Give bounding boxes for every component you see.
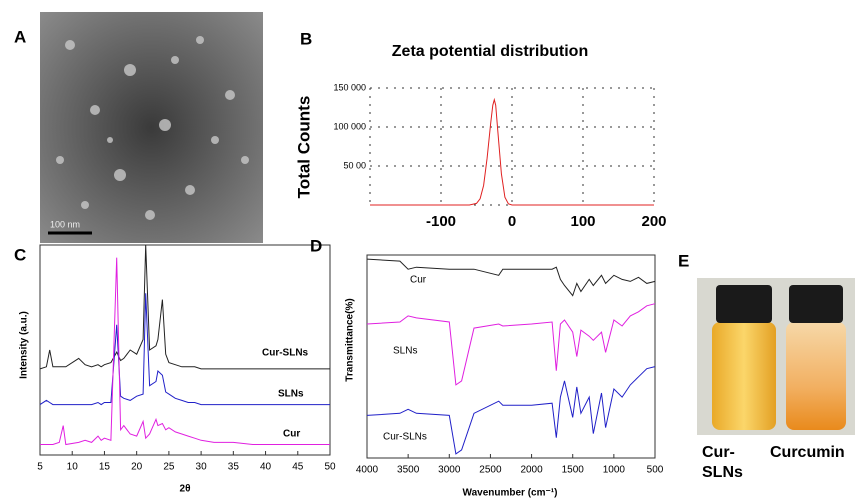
panel-label: A (14, 27, 26, 46)
series-label: SLNs (393, 346, 417, 357)
data-line (366, 303, 656, 386)
x-tick-label: -100 (426, 213, 456, 230)
panel-label: E (678, 251, 689, 270)
panel-label: B (300, 29, 312, 48)
x-tick-label: 3500 (397, 465, 420, 476)
data-line (370, 97, 654, 206)
x-tick-label: 3000 (438, 465, 461, 476)
y-tick-label: 150 000 (333, 82, 366, 92)
particles (56, 36, 249, 220)
series-label: SLNs (278, 389, 304, 400)
x-tick-label: 15 (99, 462, 111, 473)
vial-label: Cur-SLNs (702, 444, 743, 481)
series-label: Cur (410, 275, 427, 286)
series-label: Cur-SLNs (383, 432, 427, 443)
scale-bar-label: 100 nm (50, 219, 80, 229)
x-tick-label: 35 (228, 462, 240, 473)
y-tick-label: 100 000 (333, 121, 366, 131)
plot-frame (39, 244, 331, 456)
x-tick-label: 200 (641, 213, 666, 230)
data-line (366, 258, 656, 297)
x-tick-label: 0 (508, 213, 516, 230)
x-tick-label: 30 (196, 462, 208, 473)
panel-label: C (14, 245, 26, 264)
data-line (366, 366, 656, 455)
y-axis-label: Transmittance(%) (345, 298, 356, 381)
series-label: Cur (283, 429, 300, 440)
data-line (40, 257, 330, 446)
tem-image (40, 12, 263, 243)
panel-label: D (310, 236, 322, 255)
x-tick-label: 4000 (356, 465, 379, 476)
vial-cap (716, 285, 772, 323)
x-tick-label: 10 (67, 462, 79, 473)
chart-title: Zeta potential distribution (392, 43, 588, 60)
vial-label: Curcumin (770, 444, 845, 461)
plot-frame (366, 254, 656, 459)
x-axis-label: 2θ (180, 484, 191, 495)
y-tick-label: 50 00 (343, 160, 366, 170)
x-tick-label: 40 (260, 462, 272, 473)
data-line (39, 293, 330, 406)
x-tick-label: 20 (131, 462, 143, 473)
vial (786, 322, 846, 430)
x-tick-label: 50 (324, 462, 336, 473)
x-axis-label: Wavenumber (cm⁻¹) (463, 488, 558, 499)
x-tick-label: 25 (163, 462, 175, 473)
x-tick-label: 100 (570, 213, 595, 230)
y-axis-label: Intensity (a.u.) (19, 311, 30, 379)
x-tick-label: 2000 (520, 465, 543, 476)
y-axis-label: Total Counts (294, 96, 313, 199)
x-tick-label: 2500 (479, 465, 502, 476)
x-tick-label: 5 (37, 462, 43, 473)
x-tick-label: 1000 (603, 465, 626, 476)
vial (712, 322, 776, 430)
x-tick-label: 1500 (562, 465, 585, 476)
x-tick-label: 45 (292, 462, 304, 473)
series-label: Cur-SLNs (262, 348, 309, 359)
x-tick-label: 500 (647, 465, 664, 476)
data-line (39, 244, 330, 370)
vial-cap (789, 285, 843, 323)
